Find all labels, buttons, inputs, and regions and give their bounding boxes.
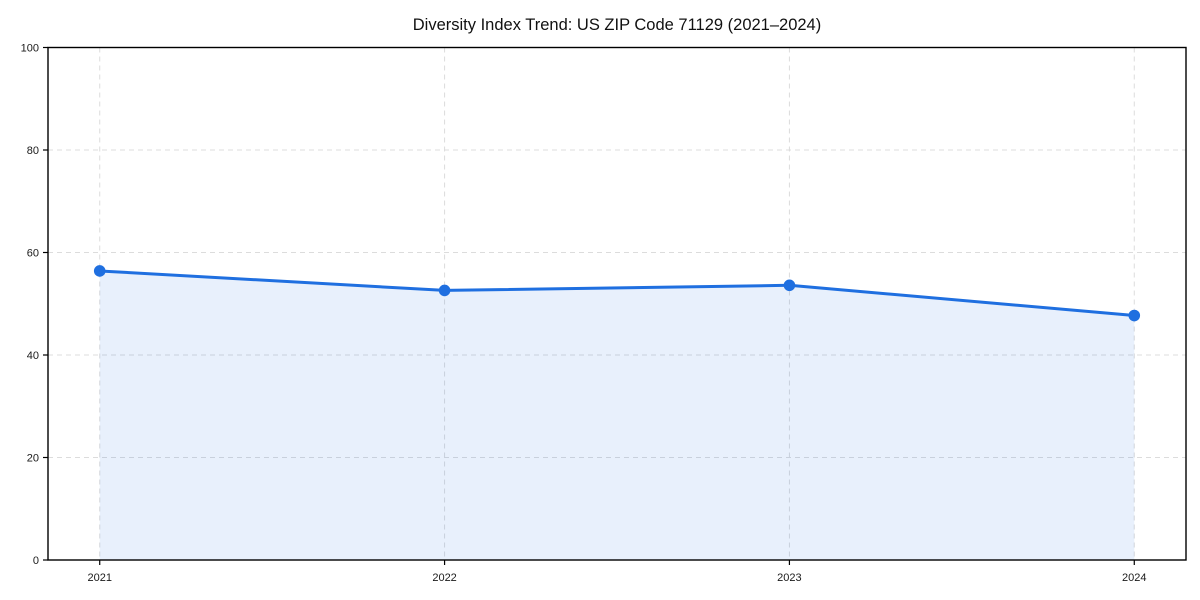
y-tick-label: 80 (27, 145, 39, 157)
data-point-marker (438, 284, 451, 297)
y-tick-label: 60 (27, 248, 39, 260)
y-tick-label: 40 (27, 350, 39, 362)
y-tick-label: 20 (27, 453, 39, 465)
data-point-marker (1128, 309, 1141, 322)
area-fill (99, 270, 1135, 560)
x-tick-label: 2024 (1122, 572, 1146, 584)
data-point-marker (93, 265, 106, 277)
x-tick-label: 2022 (432, 572, 456, 584)
series-line (98, 269, 1136, 318)
x-tick-label: 2021 (87, 572, 111, 584)
chart-title: Diversity Index Trend: US ZIP Code 71129… (413, 16, 821, 34)
x-tick-label: 2023 (777, 572, 801, 584)
y-tick-label: 100 (21, 43, 39, 55)
data-point-marker (783, 279, 796, 292)
y-tick-label: 0 (33, 555, 39, 567)
plot-border (47, 46, 1187, 561)
